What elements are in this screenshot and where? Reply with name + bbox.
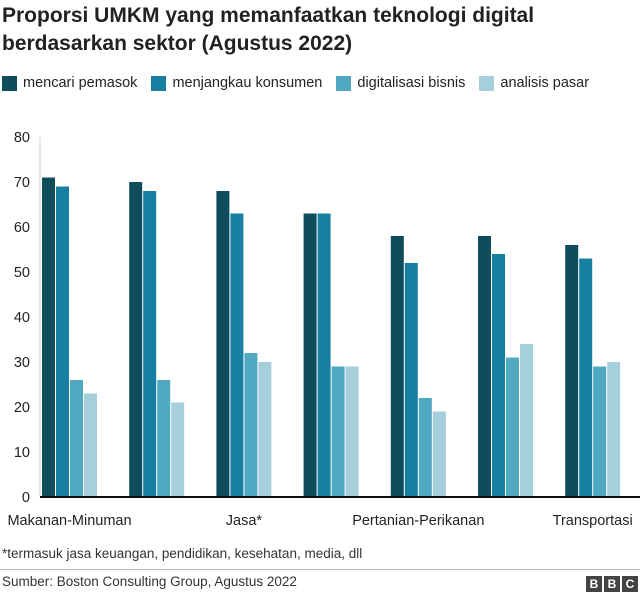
bar bbox=[593, 366, 607, 497]
bar bbox=[418, 398, 432, 497]
legend-swatch bbox=[2, 75, 17, 91]
y-tick-label: 20 bbox=[14, 400, 30, 416]
bar bbox=[171, 402, 185, 497]
y-tick-label: 0 bbox=[22, 490, 30, 506]
divider bbox=[0, 569, 640, 570]
bar-chart: 0 10 20 30 40 50 60 70 80 Makanan-Minuman Jasa* Per… bbox=[7, 130, 640, 529]
legend-item: mencari pemasok bbox=[2, 72, 137, 94]
bar bbox=[331, 366, 345, 497]
bar bbox=[404, 263, 418, 497]
y-tick-label: 10 bbox=[14, 445, 30, 461]
legend-label: menjangkau konsumen bbox=[172, 75, 323, 91]
y-tick-label: 30 bbox=[14, 355, 30, 371]
x-tick-label: Makanan-Minuman bbox=[7, 513, 131, 529]
bar bbox=[565, 245, 579, 497]
bar bbox=[303, 213, 317, 497]
bar bbox=[492, 254, 505, 497]
chart-title: Proporsi UMKM yang memanfaatkan teknolog… bbox=[2, 4, 535, 55]
bar bbox=[244, 353, 258, 497]
bar bbox=[157, 380, 171, 497]
bar bbox=[230, 213, 244, 497]
legend-item: digitalisasi bisnis bbox=[336, 72, 465, 94]
bar bbox=[143, 191, 157, 497]
footnote: *termasuk jasa keuangan, pendidikan, kes… bbox=[2, 546, 363, 561]
bar bbox=[42, 177, 55, 497]
y-tick-label: 50 bbox=[14, 265, 30, 281]
bar bbox=[70, 380, 83, 497]
bar bbox=[607, 362, 621, 497]
bar bbox=[216, 191, 230, 497]
bar bbox=[258, 362, 272, 497]
x-tick-label: Transportasi bbox=[553, 513, 633, 529]
bar bbox=[129, 182, 143, 497]
bar bbox=[56, 186, 69, 497]
y-tick-label: 40 bbox=[14, 310, 30, 326]
legend-item: menjangkau konsumen bbox=[151, 72, 322, 94]
legend-label: digitalisasi bisnis bbox=[357, 75, 466, 91]
bar bbox=[84, 393, 97, 497]
bar bbox=[579, 258, 593, 497]
bar bbox=[317, 213, 331, 497]
legend: mencari pemasok menjangkau konsumen digita… bbox=[2, 72, 632, 95]
x-tick-label: Jasa* bbox=[226, 513, 263, 529]
legend-swatch bbox=[336, 75, 352, 91]
legend-label: analisis pasar bbox=[500, 75, 590, 91]
legend-label: mencari pemasok bbox=[23, 75, 138, 91]
bar bbox=[506, 357, 519, 497]
y-tick-label: 80 bbox=[14, 130, 30, 146]
y-tick-label: 70 bbox=[14, 175, 30, 191]
bar bbox=[345, 366, 359, 497]
source: Sumber: Boston Consulting Group, Agustus… bbox=[2, 574, 297, 589]
legend-item: analisis pasar bbox=[479, 72, 589, 94]
bar bbox=[520, 344, 533, 497]
legend-swatch bbox=[151, 75, 167, 91]
legend-swatch bbox=[479, 75, 495, 91]
bar bbox=[478, 236, 491, 497]
bar bbox=[390, 236, 404, 497]
y-tick-label: 60 bbox=[14, 220, 30, 236]
bar bbox=[432, 411, 446, 497]
x-tick-label: Pertanian-Perikanan bbox=[352, 513, 484, 529]
